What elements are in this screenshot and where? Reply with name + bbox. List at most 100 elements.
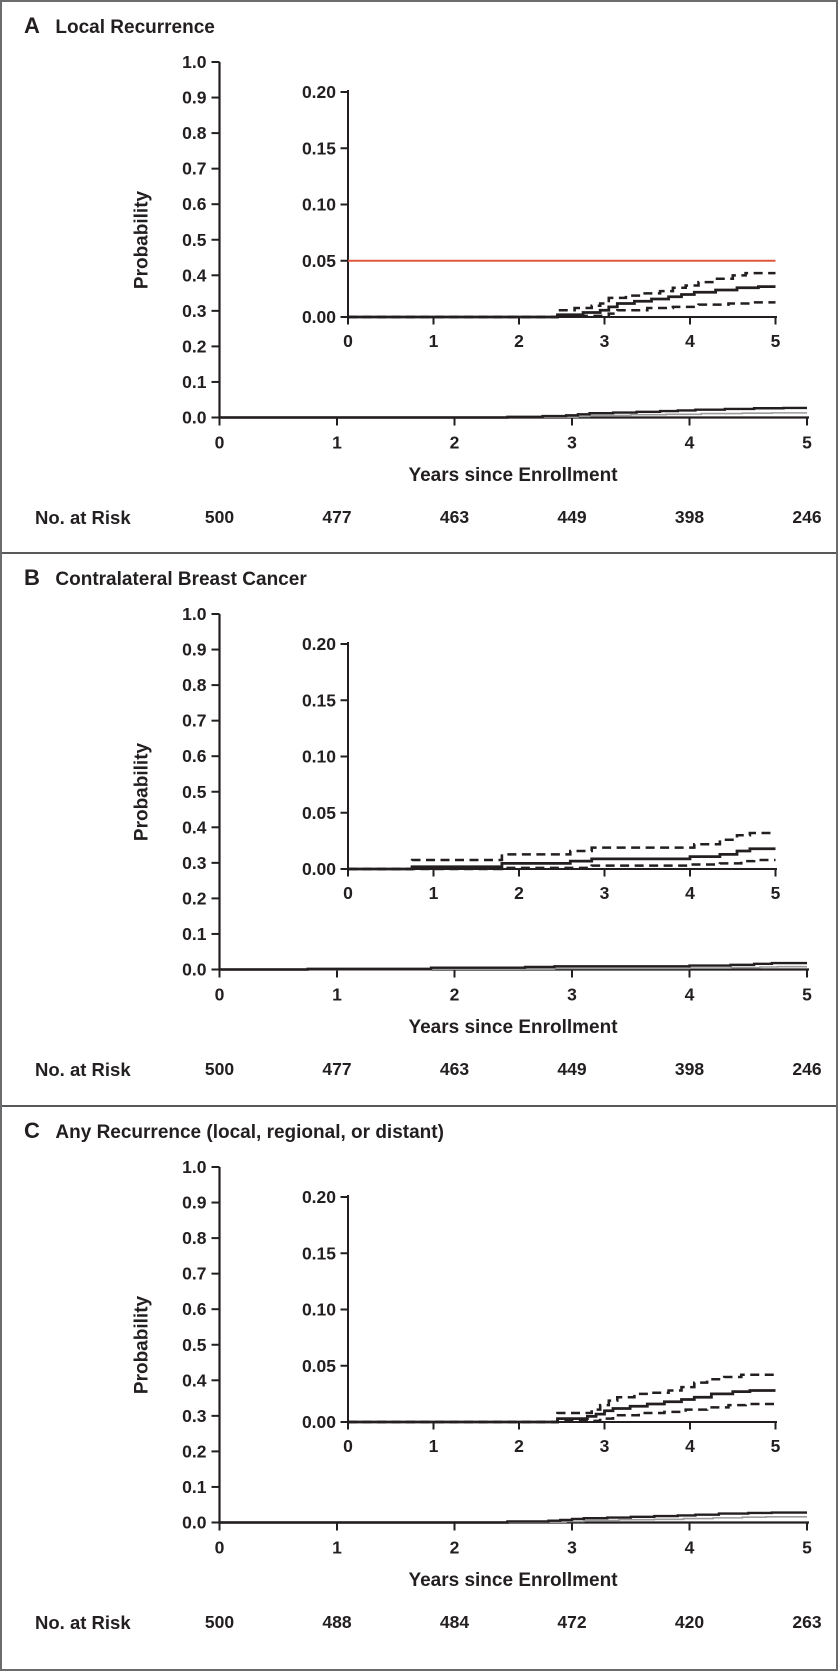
svg-text:0.2: 0.2 <box>182 1441 207 1461</box>
main-lower-ci-curve <box>219 965 807 971</box>
svg-text:2: 2 <box>450 433 460 453</box>
risk-count: 500 <box>204 1059 235 1079</box>
panel-heading: Any Recurrence (local, regional, or dist… <box>55 1122 444 1143</box>
risk-count: 463 <box>439 507 470 527</box>
risk-count: 472 <box>557 1612 587 1632</box>
risk-count: 488 <box>322 1612 352 1632</box>
svg-text:0.00: 0.00 <box>302 307 336 327</box>
svg-text:0.20: 0.20 <box>302 1187 336 1207</box>
y-axis-title: Probability <box>132 742 153 841</box>
svg-text:2: 2 <box>450 985 460 1005</box>
svg-text:0.6: 0.6 <box>182 194 207 214</box>
svg-text:1: 1 <box>429 883 439 903</box>
svg-text:0: 0 <box>343 883 353 903</box>
risk-row-label: No. at Risk <box>35 507 131 528</box>
svg-text:5: 5 <box>802 433 812 453</box>
inset-lower-ci-curve <box>348 1402 776 1424</box>
svg-text:0.4: 0.4 <box>182 1370 207 1390</box>
svg-text:3: 3 <box>567 985 577 1005</box>
risk-count: 449 <box>557 1059 587 1079</box>
risk-count: 500 <box>204 507 235 527</box>
y-axis-title: Probability <box>132 1295 153 1394</box>
main-estimate-curve <box>219 1511 807 1524</box>
svg-text:3: 3 <box>567 433 577 453</box>
svg-text:1: 1 <box>332 1538 342 1558</box>
svg-text:0.15: 0.15 <box>302 690 336 710</box>
svg-text:3: 3 <box>600 1436 610 1456</box>
svg-text:0.3: 0.3 <box>182 1406 207 1426</box>
svg-text:4: 4 <box>685 433 695 453</box>
panel-heading: Local Recurrence <box>55 17 215 38</box>
svg-text:0.6: 0.6 <box>182 1299 207 1319</box>
x-axis-title: Years since Enrollment <box>408 1570 618 1591</box>
risk-count: 477 <box>322 1059 352 1079</box>
svg-text:0.7: 0.7 <box>182 1264 206 1284</box>
risk-count: 398 <box>674 507 705 527</box>
svg-text:5: 5 <box>771 1436 781 1456</box>
probability-plot-a: Probability 1.0 0.9 0.8 0.7 0.6 0.5 0.4 0.3 0.2 0.… <box>132 52 813 453</box>
svg-text:0.2: 0.2 <box>182 336 207 356</box>
svg-text:5: 5 <box>771 883 781 903</box>
inset-estimate-curve <box>348 1389 776 1424</box>
svg-text:1: 1 <box>429 331 439 351</box>
svg-text:4: 4 <box>685 331 695 351</box>
svg-text:0.6: 0.6 <box>182 746 207 766</box>
svg-text:1: 1 <box>332 985 342 1005</box>
risk-count: 420 <box>674 1612 705 1632</box>
svg-text:0.1: 0.1 <box>182 1477 207 1497</box>
svg-text:2: 2 <box>514 883 524 903</box>
svg-text:0.8: 0.8 <box>182 1228 207 1248</box>
svg-text:3: 3 <box>600 883 610 903</box>
svg-text:0.4: 0.4 <box>182 265 207 285</box>
svg-text:0.3: 0.3 <box>182 853 207 873</box>
svg-text:0.9: 0.9 <box>182 1193 207 1213</box>
svg-text:0.10: 0.10 <box>302 1300 336 1320</box>
inset-upper-ci-curve <box>348 271 776 319</box>
svg-text:0.3: 0.3 <box>182 301 207 321</box>
panel-letter: B <box>24 565 41 590</box>
svg-text:0: 0 <box>215 985 225 1005</box>
risk-row: No. at Risk 500 477 463 449 398 246 <box>2 507 836 531</box>
risk-count: 398 <box>674 1059 705 1079</box>
main-estimate-curve <box>219 961 807 971</box>
risk-row-label: No. at Risk <box>35 1059 131 1080</box>
svg-text:0.5: 0.5 <box>182 782 207 802</box>
panel-any-recurrence: C Any Recurrence (local, regional, or di… <box>2 1105 836 1669</box>
main-estimate-curve <box>219 406 807 419</box>
svg-text:0.20: 0.20 <box>302 634 336 654</box>
inset-estimate-curve <box>348 847 776 871</box>
risk-count: 477 <box>322 507 352 527</box>
svg-text:1.0: 1.0 <box>182 52 207 72</box>
panel-local-recurrence: A Local Recurrence Probability 1.0 0.9 0.8 0… <box>2 2 836 552</box>
probability-plot-b: Probability 1.0 0.9 0.8 0.7 0.6 0.5 0.4 0.3 0.2 0.… <box>132 604 813 1005</box>
svg-text:0.0: 0.0 <box>182 960 207 980</box>
svg-text:1.0: 1.0 <box>182 1157 207 1177</box>
risk-row-label: No. at Risk <box>35 1612 131 1633</box>
x-axis-title: Years since Enrollment <box>408 465 618 486</box>
svg-text:0.1: 0.1 <box>182 924 207 944</box>
svg-text:1: 1 <box>429 1436 439 1456</box>
inset-estimate-curve <box>348 285 776 319</box>
main-lower-ci-curve <box>219 1516 807 1524</box>
risk-row: No. at Risk 500 477 463 449 398 246 <box>2 1059 836 1083</box>
svg-text:4: 4 <box>685 1538 695 1558</box>
svg-text:5: 5 <box>771 331 781 351</box>
svg-text:2: 2 <box>450 1538 460 1558</box>
svg-text:0.05: 0.05 <box>302 803 336 823</box>
panel-title: C Any Recurrence (local, regional, or di… <box>24 1118 444 1144</box>
risk-count: 246 <box>792 507 822 527</box>
svg-text:0.15: 0.15 <box>302 1243 336 1263</box>
svg-text:0.0: 0.0 <box>182 408 207 428</box>
svg-text:0.00: 0.00 <box>302 859 336 879</box>
svg-text:3: 3 <box>600 331 610 351</box>
svg-text:0.9: 0.9 <box>182 88 207 108</box>
svg-text:0.9: 0.9 <box>182 640 207 660</box>
risk-count: 246 <box>792 1059 822 1079</box>
svg-text:0.20: 0.20 <box>302 82 336 102</box>
svg-text:0.1: 0.1 <box>182 372 207 392</box>
risk-count: 263 <box>792 1612 822 1632</box>
risk-count: 463 <box>439 1059 470 1079</box>
svg-text:0.00: 0.00 <box>302 1412 336 1432</box>
svg-text:0.8: 0.8 <box>182 675 207 695</box>
